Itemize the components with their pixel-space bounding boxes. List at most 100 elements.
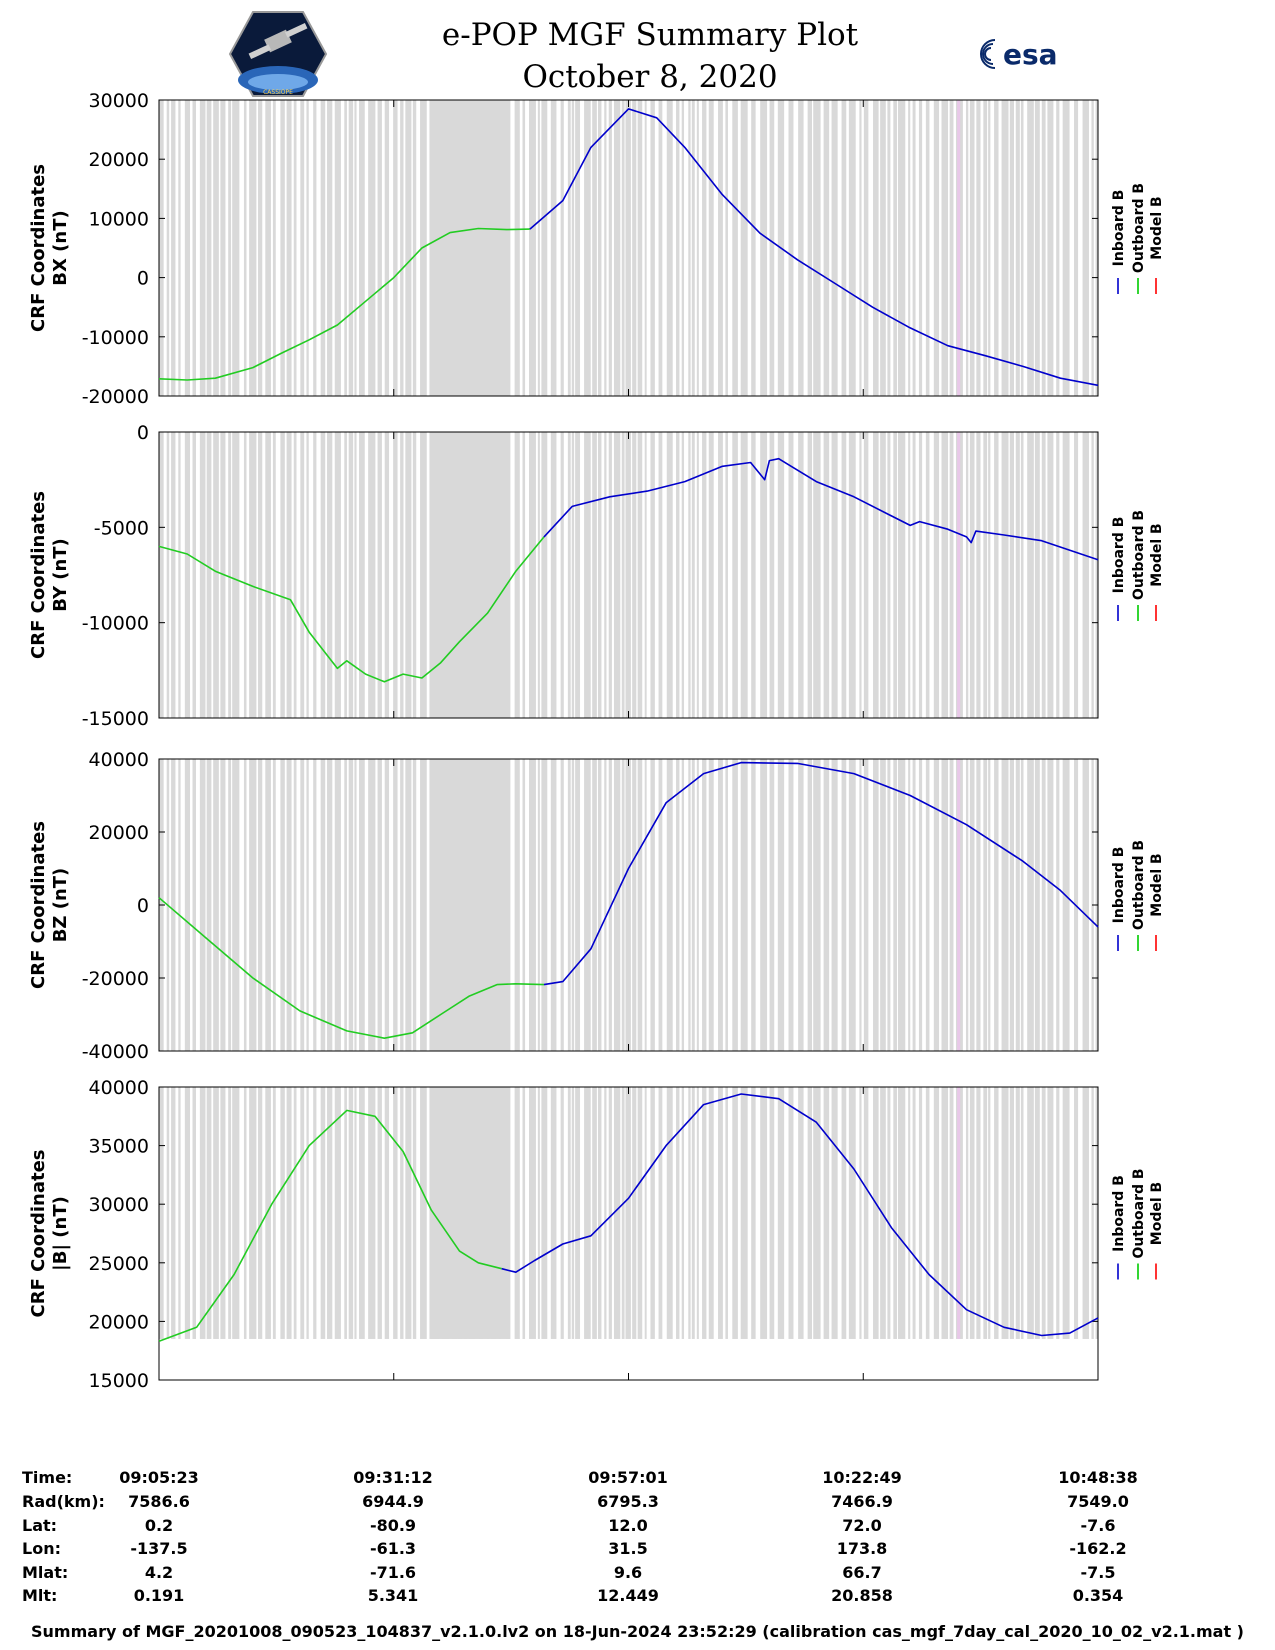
orbit-value: 0.2 [144,1516,174,1535]
shade-stripe [184,432,191,718]
shade-stripe [887,1087,891,1339]
shade-stripe [848,759,856,1051]
y-tick-label: 10000 [89,208,149,230]
shade-stripe [691,100,695,396]
shade-stripe [232,759,240,1051]
shade-stripe [676,759,680,1051]
title-line-2: October 8, 2020 [522,59,778,95]
shade-stripe [949,759,954,1051]
shade-stripe [265,100,271,396]
shade-stripe [584,100,591,396]
shade-stripe [184,759,191,1051]
y-tick-label: -10000 [82,327,149,349]
series-line-outboard-b [158,1109,502,1343]
shade-stripe [293,100,297,396]
legend-label: Model B [1149,1182,1165,1245]
orbit-value: 7586.6 [128,1492,190,1511]
y-tick-label: -15000 [82,708,149,730]
shade-stripe [863,1087,869,1339]
shade-stripe [769,100,775,396]
shade-stripe [933,432,940,718]
shade-stripe [702,759,707,1051]
shade-stripe [625,759,631,1051]
shade-stripe [1041,759,1046,1051]
shade-stripe [348,1087,354,1339]
shade-stripe [887,759,891,1051]
shade-stripe [327,432,333,718]
shade-stripe [166,432,170,718]
shade-stripe [514,759,520,1051]
shade-stripe [1056,100,1060,396]
y-tick-label: 0 [137,422,149,444]
y-axis-label: CRF Coordinates [28,821,49,989]
shade-stripe [1047,1087,1054,1339]
shade-stripe [604,432,607,718]
shade-stripe [327,759,333,1051]
shade-stripe [918,759,923,1051]
shade-stripe [306,432,309,718]
shade-stripe [718,100,723,396]
shade-stripe [584,1087,591,1339]
shade-stripe [718,759,723,1051]
shade-stripe [377,759,382,1051]
shade-stripe [584,759,591,1051]
shade-stripe [760,432,768,718]
shade-stripe [863,759,869,1051]
shade-stripe [1047,432,1054,718]
shade-stripe [1001,1087,1009,1339]
shade-stripe [320,100,326,396]
series-line-outboard-b [158,536,545,683]
shade-stripe [522,432,526,718]
shade-stripe [925,759,930,1051]
shade-stripe [632,1087,637,1339]
shade-stripe [708,759,714,1051]
orbit-value: 4.2 [144,1563,174,1582]
shade-stripe [1027,432,1034,718]
pink-marker [957,759,961,1051]
shade-stripe [537,759,540,1051]
shade-stripe [893,432,897,718]
orbit-value: 72.0 [842,1516,882,1535]
shade-stripe [592,100,597,396]
shade-stripe [788,100,794,396]
shade-stripe [859,1087,862,1339]
y-tick-label: 15000 [89,1370,149,1392]
y-axis-label: |B| (nT) [50,1196,71,1271]
shade-stripe [983,432,988,718]
shade-stripe [368,1087,376,1339]
shade-stripe [918,432,923,718]
legend-label: Model B [1149,196,1165,259]
orbit-value: -80.9 [369,1516,417,1535]
shade-stripe [592,1087,597,1339]
shade-stripe [541,100,548,396]
shade-stripe [1074,100,1079,396]
shade-stripe [213,432,219,718]
shade-stripe [637,759,643,1051]
shade-stripe [384,432,390,718]
shade-stripe [625,432,631,718]
shade-stripe [300,759,305,1051]
shade-stripe [258,100,263,396]
shade-stripe [897,759,906,1051]
row-label: Mlt: [22,1586,58,1605]
orbit-value: -7.6 [1080,1516,1116,1535]
shade-stripe [560,432,564,718]
shade-stripe [541,1087,548,1339]
shade-stripe [293,759,297,1051]
shade-stripe [644,759,647,1051]
shade-stripe [567,759,571,1051]
shade-stripe [529,432,536,718]
shade-stripe [613,432,621,718]
x-tick-label: 09:31:12 [353,1468,433,1487]
shade-stripe [873,759,879,1051]
shade-stripe [798,759,804,1051]
shade-stripe [965,1087,969,1339]
orbit-value: 12.449 [597,1586,659,1605]
shade-stripe [199,432,206,718]
shade-stripe [313,432,317,718]
shade-stripe [1001,432,1009,718]
shade-stripe [751,1087,756,1339]
shade-stripe [880,100,886,396]
shade-stripe [1015,1087,1020,1339]
shade-stripe [575,100,581,396]
